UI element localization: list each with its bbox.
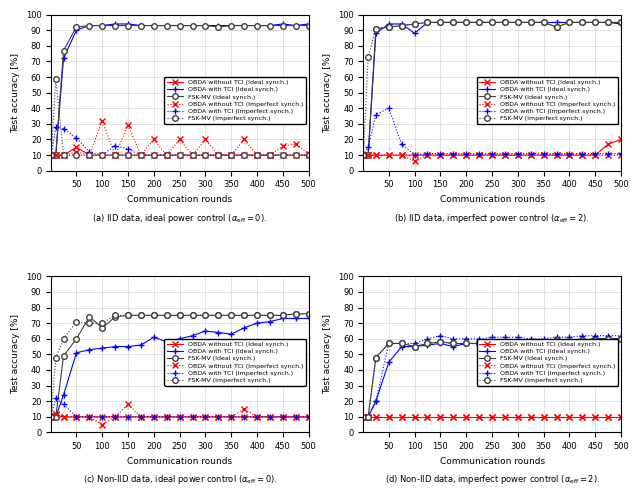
Title: (d) Non-IID data, imperfect power control ($\alpha_{\mathrm{eff}} = 2$).: (d) Non-IID data, imperfect power contro… bbox=[385, 473, 600, 486]
Y-axis label: Test accuracy [%]: Test accuracy [%] bbox=[323, 52, 332, 133]
Title: (c) Non-IID data, ideal power control ($\alpha_{\mathrm{eff}} = 0$).: (c) Non-IID data, ideal power control ($… bbox=[83, 473, 277, 486]
Y-axis label: Test accuracy [%]: Test accuracy [%] bbox=[323, 314, 332, 395]
Legend: OBDA without TCI (Ideal synch.), OBDA with TCI (Ideal synch.), FSK-MV (Ideal syn: OBDA without TCI (Ideal synch.), OBDA wi… bbox=[164, 77, 305, 124]
Y-axis label: Test accuracy [%]: Test accuracy [%] bbox=[11, 314, 20, 395]
Legend: OBDA without TCI (Ideal synch.), OBDA with TCI (Ideal synch.), FSK-MV (Ideal syn: OBDA without TCI (Ideal synch.), OBDA wi… bbox=[164, 339, 305, 386]
X-axis label: Communication rounds: Communication rounds bbox=[440, 195, 545, 204]
Title: (a) IID data, ideal power control ($\alpha_{\mathrm{eff}} = 0$).: (a) IID data, ideal power control ($\alp… bbox=[92, 212, 268, 225]
X-axis label: Communication rounds: Communication rounds bbox=[127, 457, 232, 466]
Legend: OBDA without TCI (Ideal synch.), OBDA with TCI (Ideal synch.), FSK-MV (Ideal syn: OBDA without TCI (Ideal synch.), OBDA wi… bbox=[477, 77, 618, 124]
X-axis label: Communication rounds: Communication rounds bbox=[127, 195, 232, 204]
Legend: OBDA without TCI (Ideal synch.), OBDA with TCI (Ideal synch.), FSK-MV (Ideal syn: OBDA without TCI (Ideal synch.), OBDA wi… bbox=[477, 339, 618, 386]
Y-axis label: Test accuracy [%]: Test accuracy [%] bbox=[11, 52, 20, 133]
X-axis label: Communication rounds: Communication rounds bbox=[440, 457, 545, 466]
Title: (b) IID data, imperfect power control ($\alpha_{\mathrm{eff}} = 2$).: (b) IID data, imperfect power control ($… bbox=[394, 212, 590, 225]
